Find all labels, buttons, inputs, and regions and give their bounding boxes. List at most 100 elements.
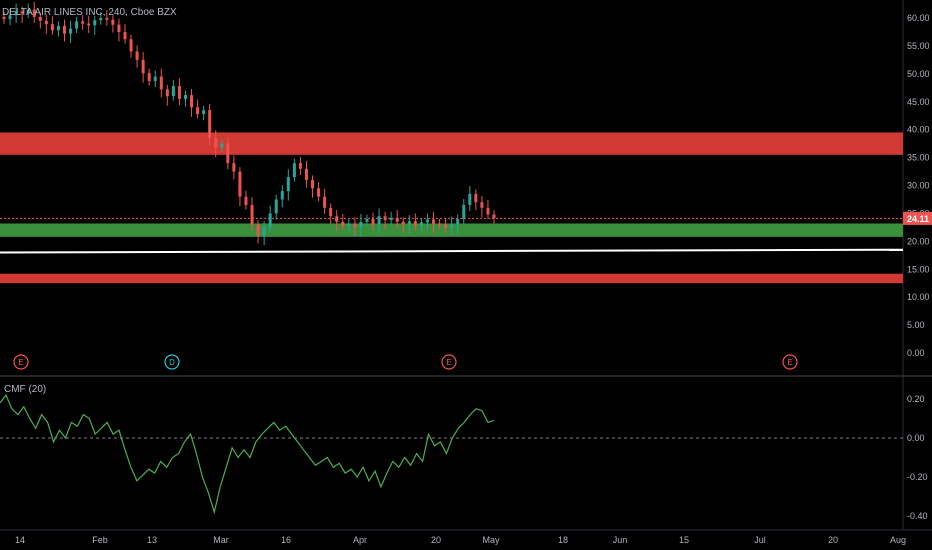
candle-body <box>87 23 91 26</box>
candle-body <box>159 76 163 90</box>
candle-body <box>341 221 345 226</box>
candle-body <box>486 207 490 215</box>
candle-body <box>99 18 103 21</box>
event-label: E <box>787 358 792 367</box>
candle-body <box>147 73 151 82</box>
candle-body <box>383 216 387 221</box>
candle-body <box>190 95 194 108</box>
candle-body <box>8 15 12 20</box>
candle-body <box>474 193 478 203</box>
price-tick-label: 60.00 <box>907 13 930 23</box>
candle-body <box>117 24 121 32</box>
candle-body <box>75 21 79 29</box>
candle-body <box>353 223 357 228</box>
candle-body <box>153 76 157 82</box>
candle-body <box>50 24 54 31</box>
price-tick-label: 40.00 <box>907 125 930 135</box>
candle-body <box>407 221 411 225</box>
candle-body <box>32 9 36 17</box>
zone-resistance[interactable] <box>0 132 903 155</box>
cmf-tick-label: 0.20 <box>907 394 925 404</box>
candle-body <box>62 25 66 34</box>
price-tick-label: 30.00 <box>907 181 930 191</box>
candle-body <box>419 222 423 226</box>
cmf-tick-label: -0.20 <box>907 472 928 482</box>
candle-body <box>171 86 175 97</box>
candle-body <box>377 216 381 225</box>
candle-body <box>111 19 115 25</box>
candle-body <box>14 11 18 16</box>
cmf-tick-label: 0.00 <box>907 433 925 443</box>
candle-body <box>425 219 429 223</box>
candle-body <box>444 224 448 228</box>
candle-body <box>401 221 405 225</box>
event-circle <box>164 354 180 370</box>
cmf-tick-label: -0.40 <box>907 511 928 521</box>
event-label: D <box>169 358 175 367</box>
candle-body <box>244 196 248 206</box>
price-tick-label: 35.00 <box>907 153 930 163</box>
cmf-axis[interactable]: 0.20 0.00 -0.20 -0.40 <box>907 394 928 521</box>
candle-body <box>438 223 442 225</box>
candle-body <box>311 179 315 189</box>
candle-body <box>480 202 484 208</box>
candle-body <box>105 18 109 20</box>
price-tick-label: 55.00 <box>907 41 930 51</box>
time-tick-label: 13 <box>147 535 157 545</box>
price-tick-label: 50.00 <box>907 69 930 79</box>
time-axis[interactable]: 14 Feb 13 Mar 16 Apr 20 May 18 Jun 15 Jul 20 Aug <box>15 535 906 545</box>
event-marker-earnings[interactable]: E <box>441 354 457 370</box>
candle-body <box>202 110 206 115</box>
trend-line[interactable] <box>0 248 904 254</box>
candle-body <box>232 163 236 172</box>
event-marker-earnings[interactable]: E <box>13 354 29 370</box>
time-tick-label: Mar <box>213 535 229 545</box>
candle-body <box>93 20 97 26</box>
time-tick-label: 14 <box>15 535 25 545</box>
candle-body <box>462 205 466 219</box>
event-circle <box>13 354 29 370</box>
candle-body <box>135 51 139 60</box>
candle-body <box>456 219 460 225</box>
zone-support-broken[interactable] <box>0 273 903 284</box>
candle-body <box>389 217 393 221</box>
event-circle <box>441 354 457 370</box>
candle-body <box>280 191 284 200</box>
price-tag-bg <box>903 211 932 225</box>
candle-body <box>323 196 327 208</box>
candle-body <box>165 89 169 97</box>
candle-body <box>123 31 127 40</box>
candle-body <box>292 163 296 178</box>
candle-body <box>286 177 290 192</box>
candle-body <box>256 224 260 236</box>
price-tick-label: 15.00 <box>907 264 930 274</box>
time-tick-label: 16 <box>281 535 291 545</box>
cmf-line <box>0 393 495 515</box>
price-tick-label: 45.00 <box>907 97 930 107</box>
candle-body <box>304 168 308 180</box>
price-tick-label: 20.00 <box>907 236 930 246</box>
cmf-title: CMF (20) <box>4 384 46 395</box>
candle-body <box>226 143 230 164</box>
price-tick-label: 10.00 <box>907 292 930 302</box>
candle-body <box>395 217 399 222</box>
time-tick-label: Feb <box>92 535 108 545</box>
price-axis[interactable]: 60.0055.0050.0045.0040.0035.0030.0025.00… <box>907 13 930 358</box>
candle-body <box>214 138 218 148</box>
time-tick-label: 20 <box>828 535 838 545</box>
price-tag: 24.11 <box>903 211 932 225</box>
event-label: E <box>446 358 451 367</box>
candle-body <box>183 95 187 99</box>
candle-body <box>492 214 496 219</box>
event-circle <box>782 354 798 370</box>
candle-body <box>432 219 436 224</box>
candles-layer <box>2 1 496 246</box>
time-tick-label: 15 <box>679 535 689 545</box>
candle-body <box>298 163 302 169</box>
candle-body <box>26 9 30 14</box>
candle-body <box>141 59 145 74</box>
event-marker-dividend[interactable]: D <box>164 354 180 370</box>
event-marker-earnings[interactable]: E <box>782 354 798 370</box>
